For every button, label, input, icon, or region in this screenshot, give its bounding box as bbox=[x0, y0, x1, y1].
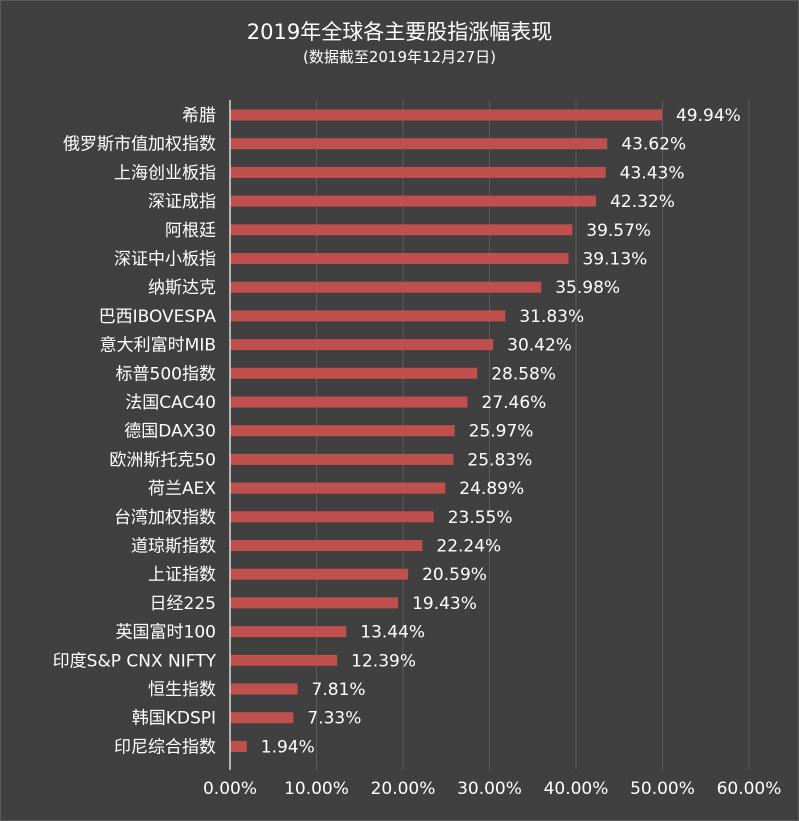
category-label: 意大利富时MIB bbox=[100, 336, 216, 356]
data-label: 12.39% bbox=[351, 651, 416, 671]
category-label: 恒生指数 bbox=[148, 680, 216, 700]
chart-subtitle: (数据截至2019年12月27日) bbox=[302, 48, 497, 66]
bar bbox=[230, 310, 506, 322]
bar bbox=[230, 683, 298, 695]
data-label: 43.43% bbox=[620, 163, 685, 183]
category-label: 法国CAC40 bbox=[125, 393, 216, 413]
bar bbox=[230, 109, 662, 121]
category-label: 日经225 bbox=[150, 594, 216, 614]
data-label: 25.97% bbox=[469, 422, 534, 442]
bar bbox=[230, 568, 409, 580]
bar bbox=[230, 712, 294, 724]
x-tick-label: 10.00% bbox=[284, 779, 349, 799]
category-label: 巴西IBOVESPA bbox=[99, 307, 217, 327]
x-tick-label: 0.00% bbox=[203, 779, 257, 799]
chart-title: 2019年全球各主要股指涨幅表现 bbox=[246, 20, 553, 44]
bar bbox=[230, 138, 608, 150]
data-label: 1.94% bbox=[261, 737, 315, 757]
bar bbox=[230, 281, 542, 293]
data-label: 7.33% bbox=[307, 709, 361, 729]
data-label: 31.83% bbox=[519, 307, 584, 327]
bar bbox=[230, 367, 478, 379]
x-tick-label: 40.00% bbox=[544, 779, 609, 799]
data-label: 39.57% bbox=[586, 221, 651, 241]
bar bbox=[230, 740, 247, 752]
bar bbox=[230, 224, 573, 236]
bar bbox=[230, 396, 468, 408]
data-label: 28.58% bbox=[491, 364, 556, 384]
data-label: 30.42% bbox=[507, 336, 572, 356]
data-label: 20.59% bbox=[422, 565, 487, 585]
data-label: 22.24% bbox=[436, 537, 501, 557]
bar bbox=[230, 339, 494, 351]
category-label: 韩国KDSPI bbox=[132, 709, 216, 729]
bar bbox=[230, 482, 446, 494]
data-label: 27.46% bbox=[482, 393, 547, 413]
category-label: 纳斯达克 bbox=[148, 278, 216, 298]
bar bbox=[230, 195, 597, 207]
category-label: 台湾加权指数 bbox=[114, 508, 216, 528]
data-label: 13.44% bbox=[360, 623, 425, 643]
x-tick-label: 20.00% bbox=[371, 779, 436, 799]
category-label: 英国富时100 bbox=[116, 623, 216, 643]
bar bbox=[230, 597, 399, 609]
bar bbox=[230, 511, 434, 523]
bar bbox=[230, 626, 347, 638]
category-label: 上海创业板指 bbox=[114, 163, 216, 183]
category-label: 俄罗斯市值加权指数 bbox=[63, 135, 216, 155]
data-label: 25.83% bbox=[467, 450, 532, 470]
data-label: 43.62% bbox=[621, 135, 686, 155]
category-label: 深证成指 bbox=[148, 192, 216, 212]
category-label: 印度S&P CNX NIFTY bbox=[53, 651, 217, 671]
data-label: 35.98% bbox=[555, 278, 620, 298]
category-label: 希腊 bbox=[182, 106, 216, 126]
category-label: 欧洲斯托克50 bbox=[109, 450, 216, 470]
category-label: 荷兰AEX bbox=[148, 479, 216, 499]
bar bbox=[230, 453, 454, 465]
x-tick-label: 50.00% bbox=[630, 779, 695, 799]
category-label: 德国DAX30 bbox=[124, 422, 216, 442]
category-label: 标普500指数 bbox=[116, 364, 216, 384]
data-label: 24.89% bbox=[459, 479, 524, 499]
data-label: 7.81% bbox=[312, 680, 366, 700]
category-label: 深证中小板指 bbox=[114, 250, 216, 270]
category-label: 道琼斯指数 bbox=[131, 537, 216, 557]
bar bbox=[230, 166, 606, 178]
x-tick-label: 30.00% bbox=[457, 779, 522, 799]
x-tick-label: 60.00% bbox=[717, 779, 782, 799]
data-label: 23.55% bbox=[448, 508, 513, 528]
data-label: 19.43% bbox=[412, 594, 477, 614]
bar bbox=[230, 253, 569, 264]
data-label: 39.13% bbox=[582, 250, 647, 270]
data-label: 42.32% bbox=[610, 192, 675, 212]
bar bbox=[230, 654, 338, 666]
category-label: 印尼综合指数 bbox=[114, 737, 216, 757]
bar bbox=[230, 425, 455, 437]
category-label: 上证指数 bbox=[148, 565, 216, 585]
data-label: 49.94% bbox=[676, 106, 741, 126]
category-label: 阿根廷 bbox=[165, 221, 216, 241]
bar bbox=[230, 540, 423, 551]
